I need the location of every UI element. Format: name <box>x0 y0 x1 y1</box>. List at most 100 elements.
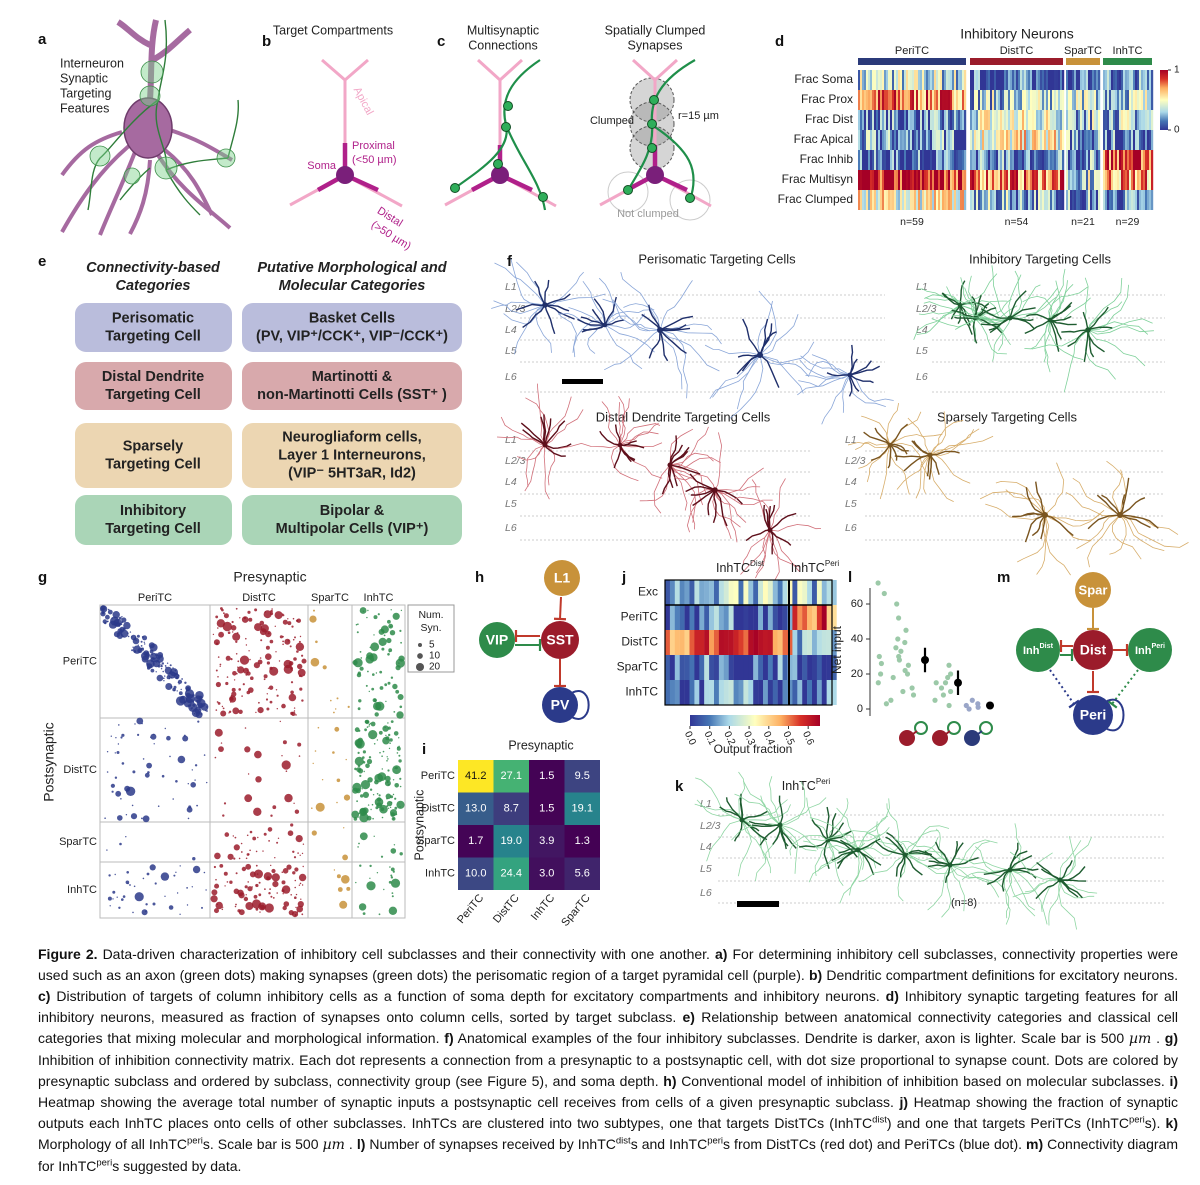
dendrite <box>831 849 859 862</box>
heatmap-cell <box>950 110 953 130</box>
connection-dot <box>132 646 134 648</box>
neuron-morphology <box>789 797 881 886</box>
connection-dot <box>164 665 167 667</box>
connection-dot <box>248 617 253 622</box>
axon <box>759 354 804 394</box>
axon <box>917 288 961 306</box>
heatmap-cell <box>978 110 981 130</box>
connection-dot <box>214 852 221 860</box>
axon <box>929 454 954 502</box>
connection-dot <box>149 864 156 871</box>
heatmap-cell <box>944 150 947 170</box>
connection-dot <box>266 707 270 711</box>
heatmap-cell <box>1028 110 1031 130</box>
connection-dot <box>250 676 254 680</box>
heatmap-cell <box>1080 190 1083 210</box>
axon <box>1087 277 1123 331</box>
axon <box>1076 514 1121 549</box>
connection-dot <box>121 616 123 618</box>
heatmap-cell <box>870 70 873 90</box>
heatmap-cell <box>1002 190 1005 210</box>
dendrite <box>769 529 792 546</box>
heatmap-cell <box>1066 170 1069 190</box>
connection-dot <box>398 662 400 664</box>
axon <box>598 277 615 326</box>
connection-dot <box>125 836 127 838</box>
heatmap-cell <box>694 630 700 655</box>
legend-dot <box>417 653 423 659</box>
heatmap-cell <box>777 680 783 705</box>
heatmap-cell <box>1056 110 1059 130</box>
heatmap-cell <box>665 680 671 705</box>
caption-text: k) <box>1165 1115 1178 1131</box>
heatmap-cell <box>908 150 911 170</box>
heatmap-cell <box>1044 70 1047 90</box>
axon <box>738 819 752 877</box>
panel-a-text: Synaptic <box>60 71 108 85</box>
axon <box>929 419 964 456</box>
connection-dot <box>237 660 240 663</box>
heatmap-cell <box>1080 130 1083 150</box>
heatmap-cell <box>1010 70 1013 90</box>
heatmap-cell <box>1113 130 1116 150</box>
heatmap-cell <box>890 130 893 150</box>
connection-dot <box>390 874 393 877</box>
group-label: SparTC <box>1064 45 1102 57</box>
connection-dot <box>368 730 378 740</box>
heatmap-cell <box>1004 110 1007 130</box>
axon <box>619 398 630 446</box>
heatmap-cell <box>1054 130 1057 150</box>
neuron-morphology <box>704 290 815 419</box>
heatmap-cell <box>996 150 999 170</box>
node-label: PV <box>551 697 570 713</box>
heatmap-cell <box>906 150 909 170</box>
connection-dot <box>165 666 167 668</box>
heatmap-cell <box>896 110 899 130</box>
heatmap-cell <box>529 792 565 825</box>
connection-dot <box>104 817 106 819</box>
connection-dot <box>137 733 140 737</box>
connection-dot <box>313 609 315 612</box>
connection-dot <box>378 913 381 916</box>
soma <box>1047 317 1053 323</box>
cell-value-label: 9.5 <box>575 770 590 782</box>
heatmap-cell <box>998 70 1001 90</box>
connection-dot <box>278 660 281 662</box>
connection-dot <box>181 678 184 680</box>
connection-dot <box>364 720 369 724</box>
heatmap-cell <box>924 90 927 110</box>
heatmap-cell <box>1004 90 1007 110</box>
axon <box>669 464 697 523</box>
heatmap-cell <box>976 70 979 90</box>
dendrite <box>959 304 973 335</box>
connection-dot <box>295 714 297 716</box>
connection-dot <box>287 621 292 626</box>
heatmap-cell <box>1082 70 1085 90</box>
heatmap-cell <box>1030 190 1033 210</box>
connection-dot <box>164 895 166 897</box>
connection-dot <box>294 636 296 639</box>
axon <box>544 444 556 486</box>
heatmap-cell <box>998 150 1001 170</box>
heatmap-cell <box>1074 110 1077 130</box>
heatmap-cell <box>1016 190 1019 210</box>
connection-dot <box>100 611 106 617</box>
heatmap-cell <box>956 110 959 130</box>
heatmap-cell <box>900 70 903 90</box>
heatmap-cell <box>679 680 685 705</box>
heatmap-cell <box>912 90 915 110</box>
heatmap-cell <box>938 90 941 110</box>
heatmap-cell <box>1098 130 1101 150</box>
heatmap-cell <box>1121 170 1124 190</box>
heatmap-cell <box>797 680 803 705</box>
heatmap-cell <box>860 170 863 190</box>
axon <box>1009 823 1022 871</box>
connection-dot <box>360 794 364 798</box>
layer-label: L4 <box>505 476 517 488</box>
heatmap-cell <box>916 150 919 170</box>
connection-dot <box>301 913 304 916</box>
caption-text: b) <box>808 967 823 983</box>
connection-dot <box>359 808 367 816</box>
heatmap-cell <box>1107 150 1110 170</box>
cell-value-label: 24.4 <box>501 868 522 880</box>
